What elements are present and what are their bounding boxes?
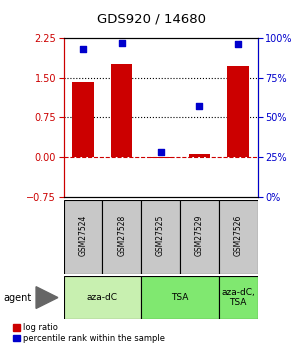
Bar (219, 200, 258, 274)
Bar (64, 200, 102, 274)
Bar (141, 200, 180, 274)
Bar (150, 157, 171, 158)
Point (197, 104, 202, 109)
Bar (111, 65, 132, 157)
Bar (141, 276, 219, 319)
Point (158, 149, 163, 155)
Polygon shape (36, 287, 58, 308)
Text: GSM27526: GSM27526 (234, 215, 243, 256)
Bar (180, 200, 219, 274)
Legend: log ratio, percentile rank within the sample: log ratio, percentile rank within the sa… (13, 323, 165, 343)
Text: GDS920 / 14680: GDS920 / 14680 (97, 12, 206, 26)
Point (119, 40, 124, 46)
Bar (189, 154, 210, 157)
Text: aza-dC,
TSA: aza-dC, TSA (221, 288, 255, 307)
Bar (72, 82, 94, 157)
Text: TSA: TSA (171, 293, 189, 302)
Point (81, 46, 85, 52)
Text: GSM27528: GSM27528 (117, 215, 126, 256)
Text: aza-dC: aza-dC (87, 293, 118, 302)
Text: GSM27529: GSM27529 (195, 215, 204, 256)
Text: GSM27525: GSM27525 (156, 215, 165, 256)
Bar (228, 66, 249, 157)
Bar (64, 276, 141, 319)
Text: GSM27524: GSM27524 (78, 215, 88, 256)
Text: agent: agent (3, 293, 31, 303)
Point (236, 41, 241, 47)
Bar (102, 200, 141, 274)
Bar (219, 276, 258, 319)
